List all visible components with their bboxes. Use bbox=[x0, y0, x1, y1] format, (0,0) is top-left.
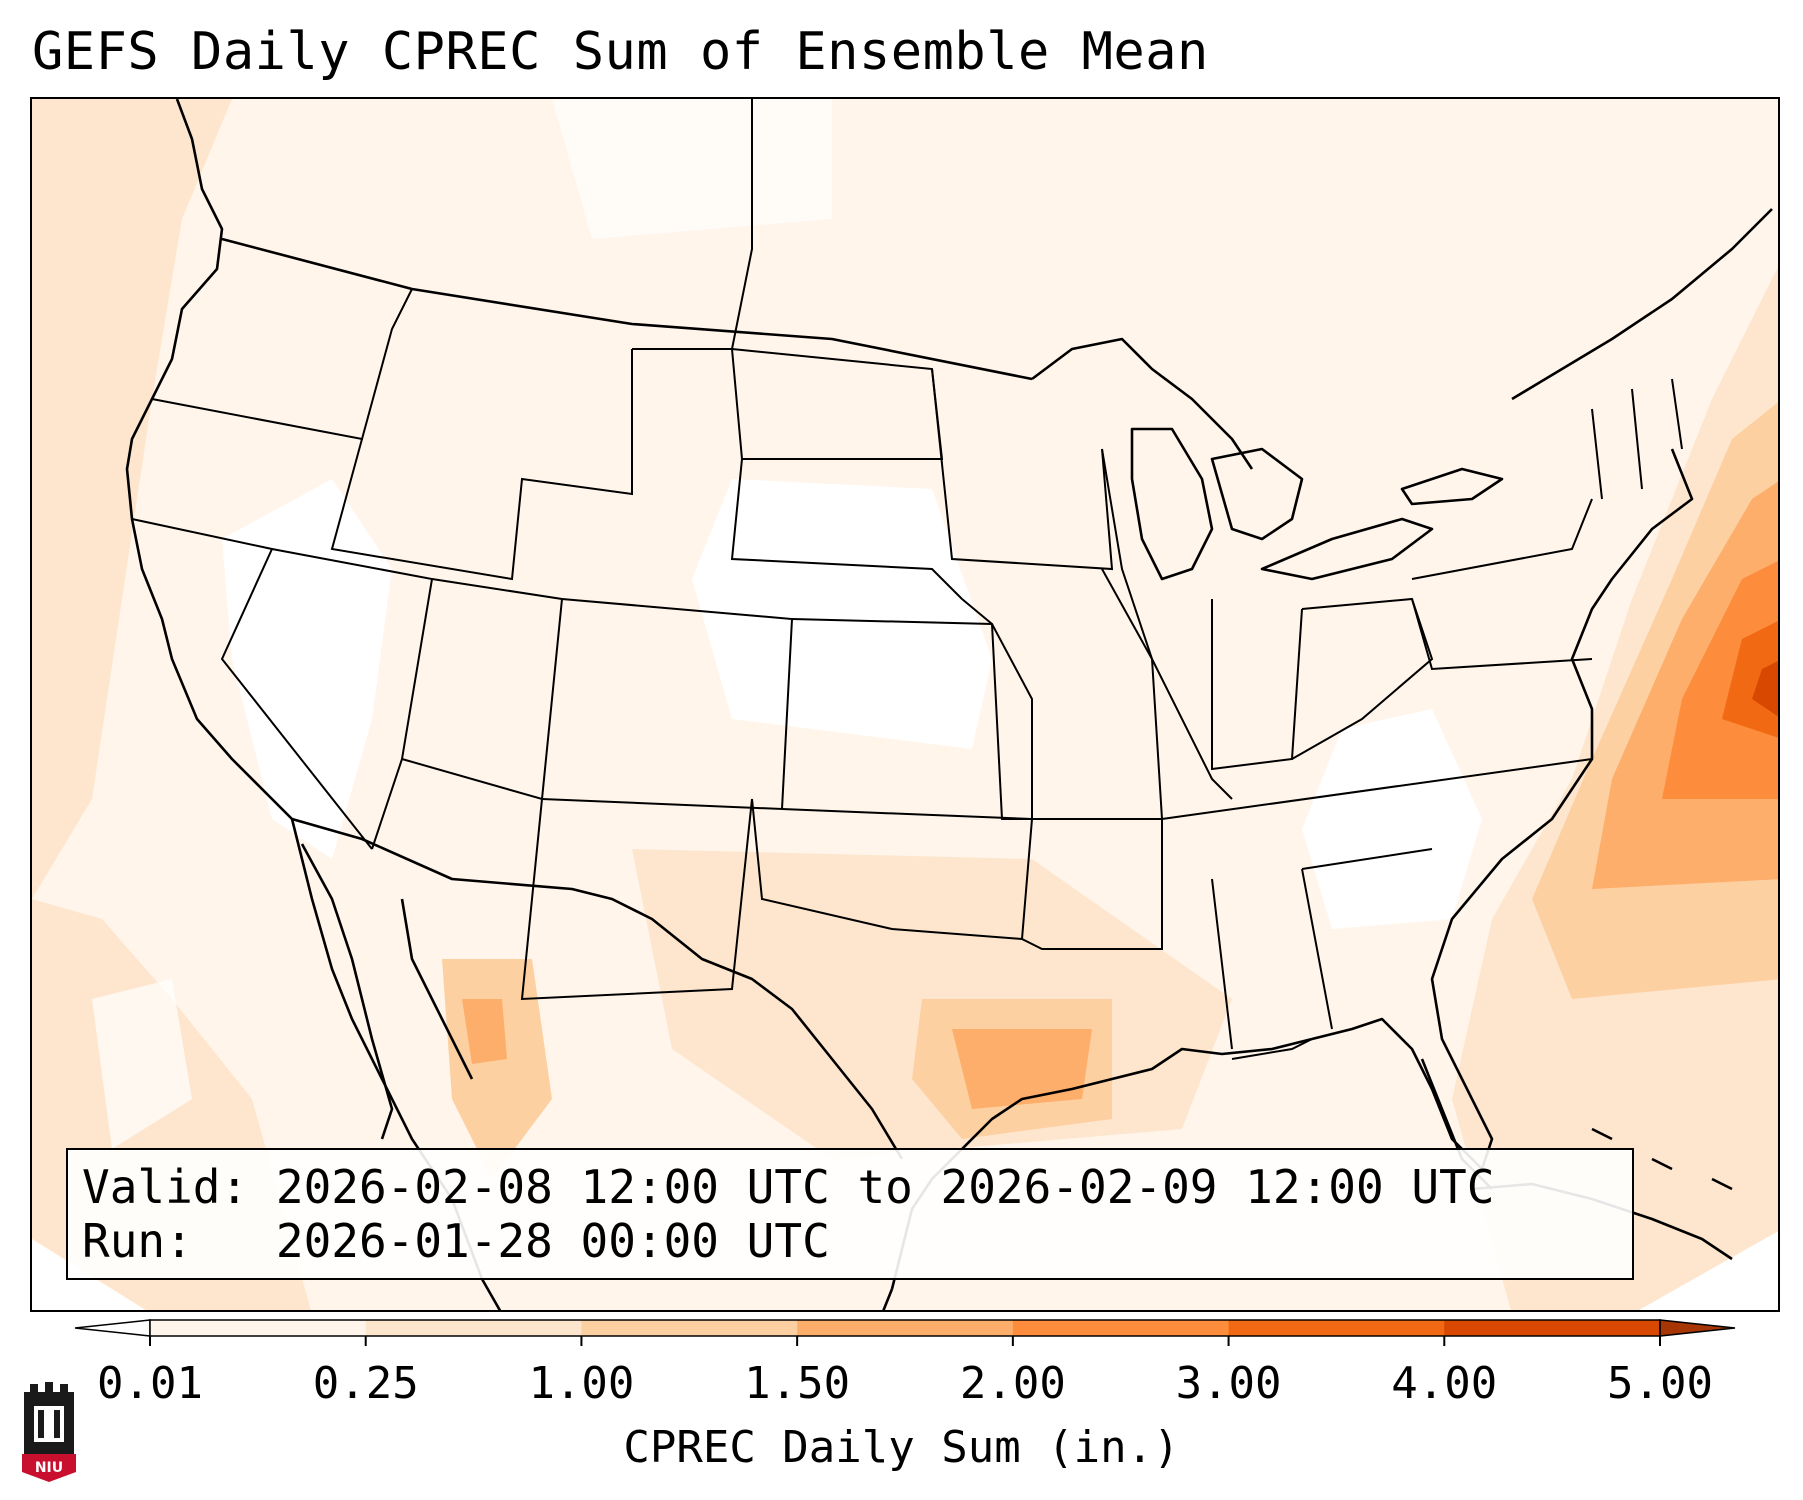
colorbar-tick-label: 2.00 bbox=[959, 1358, 1066, 1409]
colorbar-tick-label: 5.00 bbox=[1607, 1358, 1713, 1409]
lake-michigan bbox=[1130, 427, 1214, 581]
niu-logo-text: NIU bbox=[35, 1460, 63, 1476]
border-tn-nc-line bbox=[1161, 758, 1593, 820]
baja-coastline bbox=[300, 843, 394, 1140]
us-atlantic-coastline bbox=[1311, 448, 1694, 1171]
colorbar-under-arrow bbox=[74, 1319, 151, 1337]
border-wi-il bbox=[1101, 448, 1233, 800]
colorbar-segment bbox=[365, 1320, 582, 1336]
border-nd-mt bbox=[632, 99, 753, 350]
precip-pacific-band bbox=[32, 99, 232, 899]
us-canada-border-west bbox=[221, 237, 1033, 381]
colorbar-outline bbox=[149, 1319, 1661, 1337]
map-panel bbox=[30, 97, 1780, 1312]
border-mn-ia bbox=[931, 368, 1114, 571]
niu-logo-icon: NIU bbox=[22, 1382, 76, 1482]
gulf-of-california-coast bbox=[400, 898, 474, 1080]
border-in bbox=[1211, 599, 1303, 771]
dry-region-plains bbox=[692, 479, 992, 749]
colorbar-segment bbox=[150, 1320, 367, 1336]
pacific-coastline bbox=[125, 99, 502, 1310]
valid-run-box: Valid: 2026-02-08 12:00 UTC to 2026-02-0… bbox=[66, 1148, 1634, 1280]
dry-region-nv bbox=[222, 479, 392, 859]
lake-erie bbox=[1260, 517, 1434, 581]
precip-atlantic-very-heavy bbox=[1722, 621, 1778, 738]
precip-atlantic-heavy bbox=[1662, 561, 1778, 799]
border-pa-md bbox=[1411, 598, 1593, 671]
valid-value: 2026-02-08 12:00 UTC to 2026-02-09 12:00… bbox=[275, 1160, 1495, 1214]
colorbar-tick-label: 0.01 bbox=[97, 1358, 203, 1409]
colorbar-segment bbox=[1012, 1320, 1230, 1336]
border-new-england bbox=[1591, 378, 1683, 500]
border-nm bbox=[520, 798, 753, 1001]
border-sd-ne bbox=[730, 458, 963, 600]
canada-atlantic-coast bbox=[1511, 208, 1773, 401]
precip-mexico-heavy bbox=[462, 999, 507, 1064]
border-pa-ny bbox=[1411, 498, 1593, 580]
valid-label: Valid: bbox=[82, 1160, 249, 1214]
border-nv-ut-az bbox=[271, 548, 434, 850]
border-id-mt-wy bbox=[330, 349, 633, 581]
border-ar-la bbox=[1021, 819, 1163, 950]
colorbar-segment bbox=[581, 1320, 798, 1336]
dry-region-se bbox=[1302, 709, 1482, 929]
border-co-ks bbox=[541, 598, 794, 811]
lake-superior bbox=[1031, 337, 1254, 470]
colorbar-tick-label: 3.00 bbox=[1175, 1358, 1282, 1409]
bahamas-islands bbox=[1591, 1127, 1733, 1191]
colorbar-over-arrow bbox=[1659, 1319, 1736, 1337]
lake-ontario bbox=[1400, 467, 1504, 506]
border-mo bbox=[961, 568, 1164, 820]
border-or-wa-id bbox=[151, 288, 413, 441]
colorbar-title: CPREC Daily Sum (in.) bbox=[623, 1422, 1180, 1473]
run-value: 2026-01-28 00:00 UTC bbox=[275, 1214, 830, 1268]
colorbar-segment bbox=[1228, 1320, 1445, 1336]
colorbar-tick-label: 0.25 bbox=[312, 1358, 419, 1409]
colorbar-tick-label: 4.00 bbox=[1391, 1358, 1498, 1409]
colorbar-tick-label: 1.00 bbox=[528, 1358, 635, 1409]
precip-atlantic-max bbox=[1752, 661, 1778, 717]
dry-patch-pacific bbox=[92, 979, 192, 1149]
us-mexico-border bbox=[291, 817, 904, 1160]
mexico-gulf-coast bbox=[882, 1288, 894, 1310]
precip-gulf-heavy bbox=[952, 1029, 1092, 1109]
dry-region-canada bbox=[552, 99, 832, 239]
colorbar-segment bbox=[797, 1320, 1014, 1336]
border-oh-ky bbox=[1291, 597, 1434, 760]
border-ks-ok bbox=[781, 618, 1033, 821]
lake-huron bbox=[1210, 447, 1304, 541]
colorbar-tick-label: 1.50 bbox=[744, 1358, 851, 1409]
state-borders bbox=[131, 99, 1683, 1060]
border-ok-tx bbox=[751, 798, 1033, 941]
map-svg bbox=[32, 99, 1778, 1310]
border-ca-nv bbox=[131, 518, 373, 850]
colorbar-segment bbox=[1444, 1320, 1661, 1336]
map-corner-blank bbox=[1639, 1231, 1778, 1310]
border-fl-al bbox=[1231, 1038, 1313, 1060]
border-ut-co bbox=[401, 578, 564, 801]
colorbar bbox=[74, 1319, 1736, 1346]
border-ms-al-ga bbox=[1211, 848, 1433, 1050]
run-label: Run: bbox=[82, 1214, 193, 1268]
chart-title: GEFS Daily CPREC Sum of Ensemble Mean bbox=[32, 22, 1209, 82]
